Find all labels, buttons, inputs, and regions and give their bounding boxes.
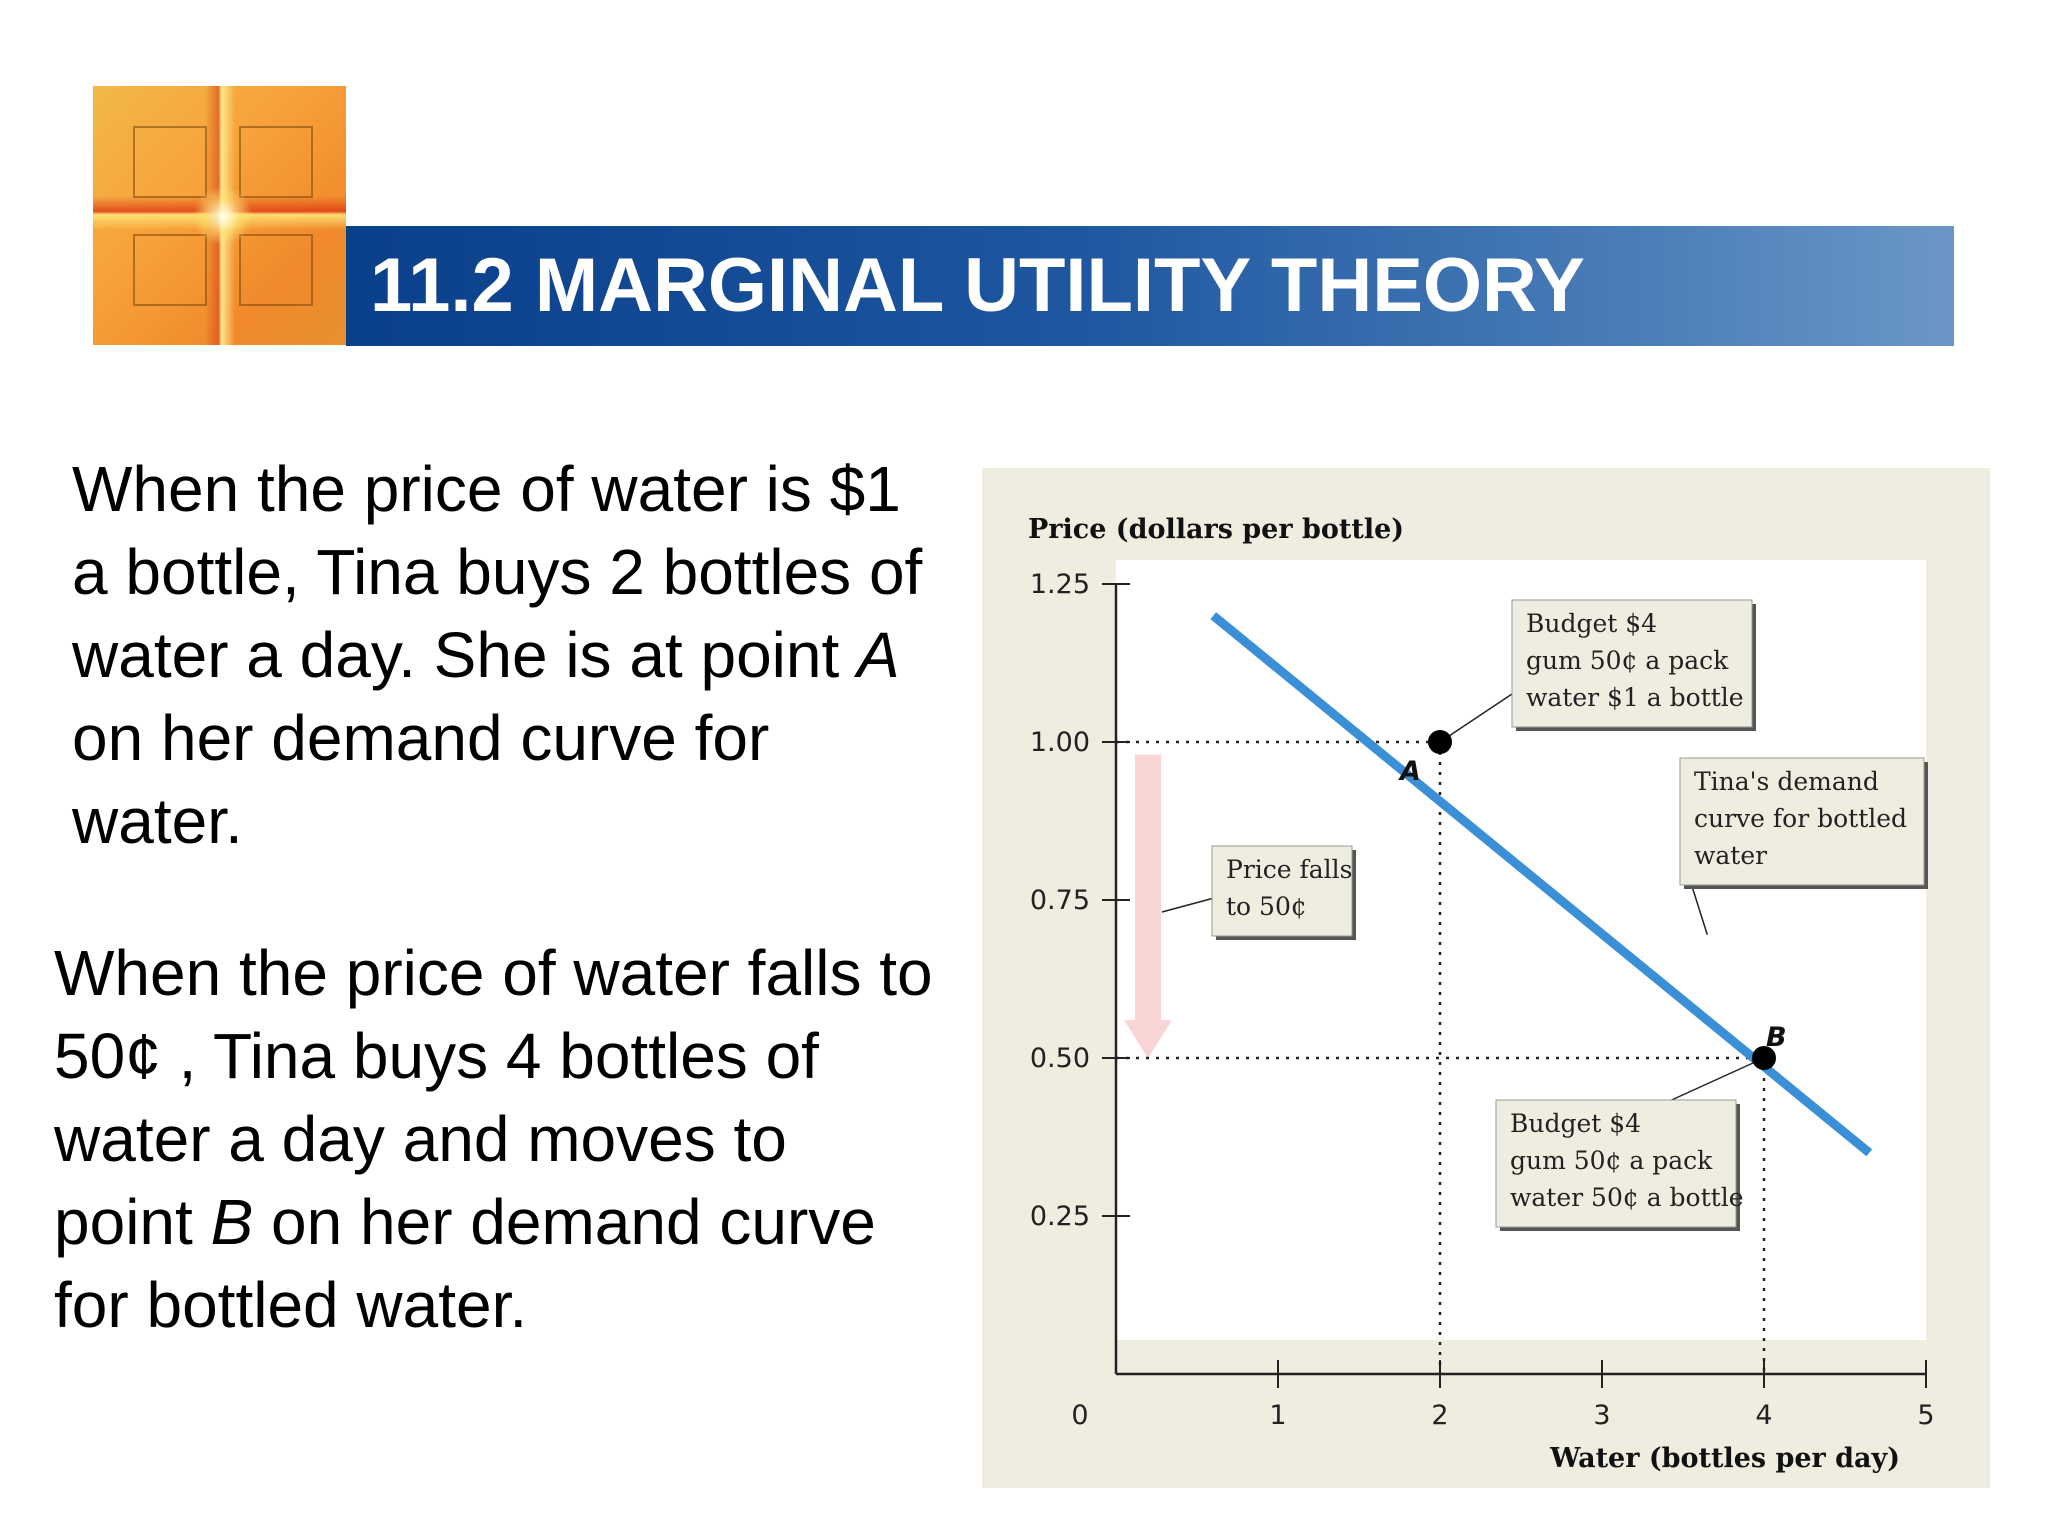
price-falls-note-box [1211, 845, 1353, 937]
price-falls-note-leader [1161, 897, 1215, 913]
budget-a-note-text: water $1 a bottle [1526, 683, 1744, 712]
point-label-a: A [1398, 756, 1421, 787]
y-tick-label: 0.75 [1030, 885, 1090, 916]
demand-curve-note-text: curve for bottled [1694, 804, 1907, 833]
y-tick-label: 0.25 [1030, 1201, 1090, 1232]
title-bar: 11.2 MARGINAL UTILITY THEORY [346, 226, 1954, 346]
logo [93, 86, 346, 345]
x-tick-label: 2 [1431, 1400, 1448, 1431]
price-falls-note-text: Price falls [1226, 855, 1353, 884]
point-a [1428, 730, 1452, 754]
demand-curve-note-text: water [1694, 841, 1767, 870]
budget-b-note-text: gum 50¢ a pack [1510, 1146, 1713, 1175]
price-fall-arrow-head [1124, 1020, 1172, 1058]
demand-curve-note-text: Tina's demand [1694, 767, 1879, 796]
budget-b-note-box [1495, 1099, 1737, 1228]
paragraph-point-b: When the price of water falls to 50¢ , T… [54, 937, 933, 1341]
price-fall-arrow-shaft [1135, 754, 1161, 1021]
demand-chart: Price (dollars per bottle) Water (bottle… [1028, 514, 1935, 1474]
price-falls-note-text: to 50¢ [1226, 892, 1307, 921]
x-axis-title: Water (bottles per day) [1549, 1443, 1900, 1474]
point-b [1752, 1046, 1776, 1070]
x-tick-label: 5 [1917, 1400, 1934, 1431]
budget-a-note-box [1511, 599, 1753, 728]
demand-curve-note-box [1679, 757, 1925, 886]
x-tick-label: 4 [1755, 1400, 1772, 1431]
x-tick-label: 0 [1071, 1400, 1088, 1431]
paragraph-point-a: When the price of water is $1 a bottle, … [72, 453, 923, 857]
y-tick-label: 1.00 [1030, 727, 1090, 758]
y-axis-title: Price (dollars per bottle) [1028, 514, 1404, 545]
x-tick-label: 3 [1593, 1400, 1610, 1431]
demand-curve-note-leader [1689, 879, 1709, 935]
y-tick-label: 1.25 [1030, 569, 1090, 600]
point-label-b: B [1766, 1022, 1787, 1053]
budget-a-note-leader [1439, 685, 1525, 743]
budget-a-note-text: gum 50¢ a pack [1526, 646, 1729, 675]
x-tick-label: 1 [1269, 1400, 1286, 1431]
y-tick-label: 0.50 [1030, 1043, 1090, 1074]
budget-b-note-text: water 50¢ a bottle [1510, 1183, 1744, 1212]
budget-a-note-text: Budget $4 [1526, 609, 1657, 638]
budget-b-note-text: Budget $4 [1510, 1109, 1641, 1138]
chart-panel: Price (dollars per bottle) Water (bottle… [982, 468, 1990, 1488]
page-title: 11.2 MARGINAL UTILITY THEORY [370, 243, 1585, 328]
